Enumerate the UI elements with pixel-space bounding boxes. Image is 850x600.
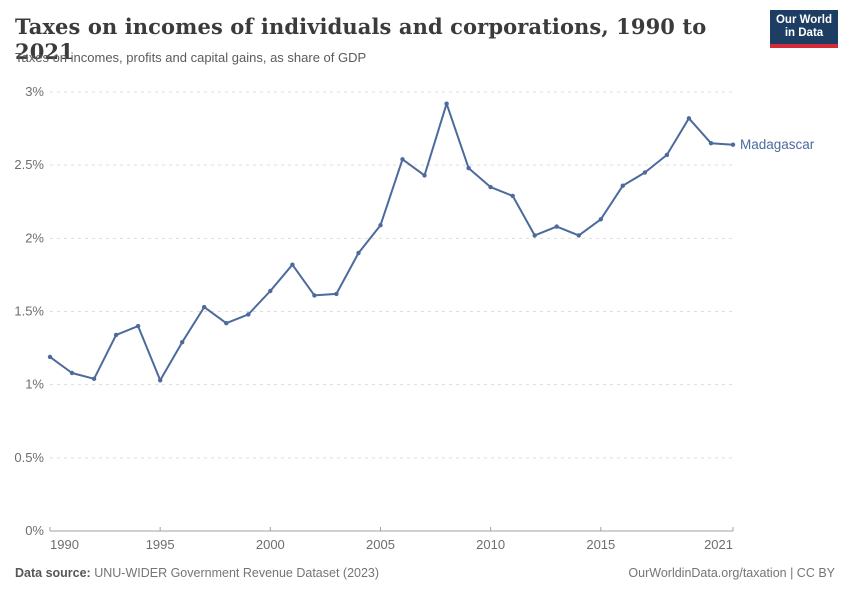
data-point[interactable] bbox=[290, 262, 295, 267]
x-axis-tick-label: 1990 bbox=[50, 537, 79, 552]
data-point[interactable] bbox=[246, 312, 251, 317]
chart-subtitle: Taxes on incomes, profits and capital ga… bbox=[15, 50, 367, 65]
data-point[interactable] bbox=[202, 304, 207, 310]
line-chart[interactable]: 0% 0.5% 1% 1.5% 2% 2.5% 3% 1990 1995 2000 2005 2010… bbox=[0, 78, 850, 558]
x-axis-tick-label: 1995 bbox=[146, 537, 175, 552]
y-axis-tick-label: 1.5% bbox=[14, 304, 44, 319]
data-source-label: Data source: bbox=[15, 566, 91, 580]
series-label[interactable]: Madagascar bbox=[740, 137, 815, 152]
x-axis-tick-label: 2015 bbox=[586, 537, 615, 552]
data-point[interactable] bbox=[466, 165, 471, 171]
data-point[interactable] bbox=[224, 321, 229, 326]
y-axis-tick-label: 1% bbox=[25, 377, 44, 392]
data-point[interactable] bbox=[135, 323, 141, 329]
data-point[interactable] bbox=[708, 141, 714, 146]
x-axis-tick-label: 2000 bbox=[256, 537, 285, 552]
owid-logo[interactable]: Our World in Data bbox=[770, 10, 838, 48]
data-point[interactable] bbox=[422, 173, 427, 178]
data-source-note: Data source: UNU-WIDER Government Revenu… bbox=[15, 566, 379, 600]
data-point[interactable] bbox=[400, 157, 405, 162]
data-point[interactable] bbox=[444, 101, 449, 106]
credit-link[interactable]: OurWorldinData.org/taxation | CC BY bbox=[628, 566, 835, 580]
data-point[interactable] bbox=[642, 170, 648, 175]
data-point[interactable] bbox=[180, 340, 185, 345]
chart-footer: Data source: UNU-WIDER Government Revenu… bbox=[0, 558, 850, 600]
data-point[interactable] bbox=[312, 293, 317, 298]
data-line bbox=[49, 102, 734, 382]
x-axis-tick-label: 2010 bbox=[476, 537, 505, 552]
y-axis-tick-label: 2.5% bbox=[14, 157, 44, 172]
data-point[interactable] bbox=[730, 142, 736, 147]
data-point[interactable] bbox=[554, 224, 559, 229]
y-axis-tick-label: 3% bbox=[25, 84, 44, 99]
data-point[interactable] bbox=[47, 354, 53, 360]
x-axis-tick-label: 2021 bbox=[704, 537, 733, 552]
data-point[interactable] bbox=[598, 217, 603, 222]
x-axis-tick-label: 2005 bbox=[366, 537, 395, 552]
y-axis-tick-label: 0.5% bbox=[14, 450, 44, 465]
page-title: Taxes on incomes of individuals and corp… bbox=[15, 14, 707, 64]
data-point[interactable] bbox=[158, 378, 163, 383]
data-point[interactable] bbox=[488, 184, 493, 190]
data-point[interactable] bbox=[91, 376, 97, 381]
logo-line-2: in Data bbox=[784, 27, 824, 39]
data-point[interactable] bbox=[686, 116, 692, 121]
data-point[interactable] bbox=[113, 332, 119, 338]
y-axis-tick-label: 2% bbox=[25, 230, 44, 245]
data-point[interactable] bbox=[510, 193, 515, 199]
data-point[interactable] bbox=[664, 152, 670, 158]
data-point[interactable] bbox=[532, 233, 537, 238]
data-point[interactable] bbox=[576, 233, 581, 238]
data-point[interactable] bbox=[268, 288, 273, 294]
data-point[interactable] bbox=[378, 223, 383, 228]
chart-header: Taxes on incomes of individuals and corp… bbox=[0, 0, 850, 78]
chart-svg[interactable]: 0% 0.5% 1% 1.5% 2% 2.5% 3% 1990 1995 2000 2005 2010… bbox=[0, 78, 850, 558]
data-point[interactable] bbox=[69, 370, 75, 376]
data-source-text: UNU-WIDER Government Revenue Dataset (20… bbox=[90, 566, 380, 580]
data-point[interactable] bbox=[334, 291, 339, 297]
data-point[interactable] bbox=[620, 183, 625, 188]
y-axis-tick-label: 0% bbox=[25, 523, 44, 538]
data-point[interactable] bbox=[356, 250, 361, 256]
logo-line-1: Our World bbox=[775, 13, 832, 26]
